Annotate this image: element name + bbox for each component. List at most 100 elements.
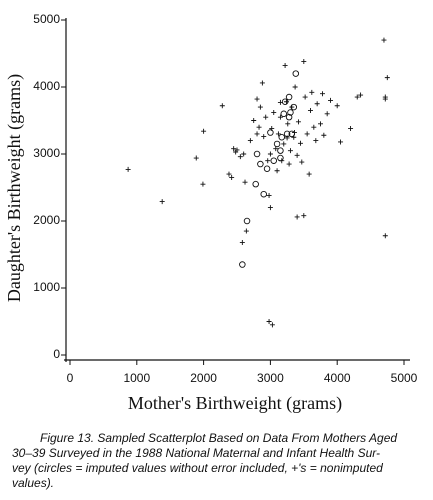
plus-point bbox=[267, 205, 273, 211]
plus-point bbox=[381, 37, 387, 43]
y-tick-label: 0 bbox=[53, 347, 60, 361]
x-tick-label: 5000 bbox=[391, 371, 418, 385]
plus-point bbox=[313, 138, 319, 144]
plus-point bbox=[159, 199, 165, 205]
plus-point bbox=[282, 63, 288, 69]
caption-line: vey (circles = imputed values without er… bbox=[12, 461, 383, 475]
plus-point bbox=[254, 131, 260, 137]
plus-point bbox=[237, 154, 243, 160]
plus-point bbox=[321, 132, 327, 138]
plus-point bbox=[285, 121, 291, 127]
plus-point bbox=[200, 181, 206, 187]
plus-point bbox=[277, 114, 283, 120]
plus-point bbox=[324, 111, 330, 117]
plus-point bbox=[254, 96, 260, 102]
plus-point bbox=[286, 161, 292, 167]
plus-point bbox=[125, 166, 131, 172]
plus-point bbox=[382, 96, 388, 102]
circle-point bbox=[290, 103, 298, 111]
plus-point bbox=[269, 322, 275, 328]
plus-point bbox=[241, 151, 247, 157]
y-tick-label: 5000 bbox=[33, 12, 60, 26]
circle-point bbox=[292, 70, 300, 77]
plus-point bbox=[256, 124, 262, 130]
plus-point bbox=[266, 319, 272, 324]
plus-point bbox=[275, 131, 281, 137]
plus-point bbox=[295, 119, 301, 125]
y-tick-label: 4000 bbox=[33, 79, 60, 93]
plus-point bbox=[338, 139, 344, 145]
plus-point bbox=[247, 138, 253, 144]
plus-point bbox=[239, 239, 245, 245]
plus-point bbox=[294, 214, 300, 220]
plus-point bbox=[384, 75, 390, 81]
circle-point bbox=[267, 129, 274, 136]
circle-point bbox=[277, 154, 284, 162]
x-axis-title: Mother's Birthweight (grams) bbox=[128, 393, 342, 414]
plus-point bbox=[304, 131, 310, 137]
plus-point bbox=[301, 213, 307, 219]
circle-point bbox=[285, 93, 293, 101]
y-tick-label: 1000 bbox=[33, 280, 60, 294]
plus-point bbox=[299, 159, 305, 165]
circle-point bbox=[277, 147, 284, 154]
plus-point bbox=[348, 126, 354, 132]
plus-point bbox=[287, 148, 293, 154]
x-tick-label: 4000 bbox=[324, 371, 351, 385]
plus-point bbox=[263, 114, 269, 120]
plus-point bbox=[257, 104, 263, 110]
plus-point bbox=[242, 179, 248, 185]
circle-point bbox=[263, 165, 271, 172]
circle-point bbox=[270, 157, 277, 164]
circle-point bbox=[257, 160, 264, 168]
plus-point bbox=[320, 91, 326, 97]
plus-point bbox=[251, 118, 257, 123]
plus-point bbox=[354, 94, 360, 100]
circle-point bbox=[260, 190, 267, 198]
caption-line: 30–39 Surveyed in the 1988 National Mate… bbox=[12, 446, 380, 460]
circle-point bbox=[287, 109, 294, 116]
plus-point bbox=[265, 158, 271, 164]
circle-point bbox=[252, 180, 259, 188]
x-tick-label: 1000 bbox=[123, 371, 150, 385]
plus-point bbox=[259, 80, 265, 86]
plus-point bbox=[328, 97, 334, 103]
plus-point bbox=[297, 140, 303, 146]
plus-point bbox=[301, 59, 307, 65]
circle-point bbox=[285, 113, 293, 121]
plus-point bbox=[273, 146, 279, 152]
plus-point bbox=[193, 155, 199, 161]
circle-point bbox=[288, 130, 296, 138]
circle-point bbox=[253, 150, 261, 158]
plus-point bbox=[231, 146, 237, 152]
plus-point bbox=[382, 233, 388, 239]
plus-point bbox=[307, 107, 313, 113]
plus-point bbox=[358, 92, 364, 98]
plus-point bbox=[318, 121, 323, 127]
circle-point bbox=[273, 140, 281, 148]
x-tick-label: 0 bbox=[67, 371, 74, 385]
caption-line: Figure 13. Sampled Scatterplot Based on … bbox=[40, 431, 397, 445]
plus-point bbox=[261, 134, 267, 140]
plus-point bbox=[302, 94, 308, 100]
y-tick-label: 3000 bbox=[33, 146, 60, 160]
circle-point bbox=[281, 98, 289, 105]
plus-point bbox=[266, 193, 272, 199]
x-tick-label: 3000 bbox=[257, 371, 284, 385]
circle-point bbox=[239, 261, 246, 268]
circle-point bbox=[278, 133, 286, 141]
y-axis-title: Daughter's Birthweight (grams) bbox=[4, 74, 25, 302]
plus-point bbox=[229, 174, 235, 180]
x-tick-label: 2000 bbox=[190, 371, 217, 385]
plus-point bbox=[281, 141, 287, 147]
plus-point bbox=[314, 101, 320, 107]
plus-point bbox=[309, 89, 315, 95]
plus-point bbox=[219, 103, 225, 109]
plus-point bbox=[233, 149, 239, 155]
plus-point bbox=[334, 103, 340, 109]
plus-point bbox=[294, 152, 300, 158]
circle-point bbox=[243, 217, 251, 225]
plus-point bbox=[306, 171, 312, 177]
y-tick-label: 2000 bbox=[33, 213, 60, 227]
